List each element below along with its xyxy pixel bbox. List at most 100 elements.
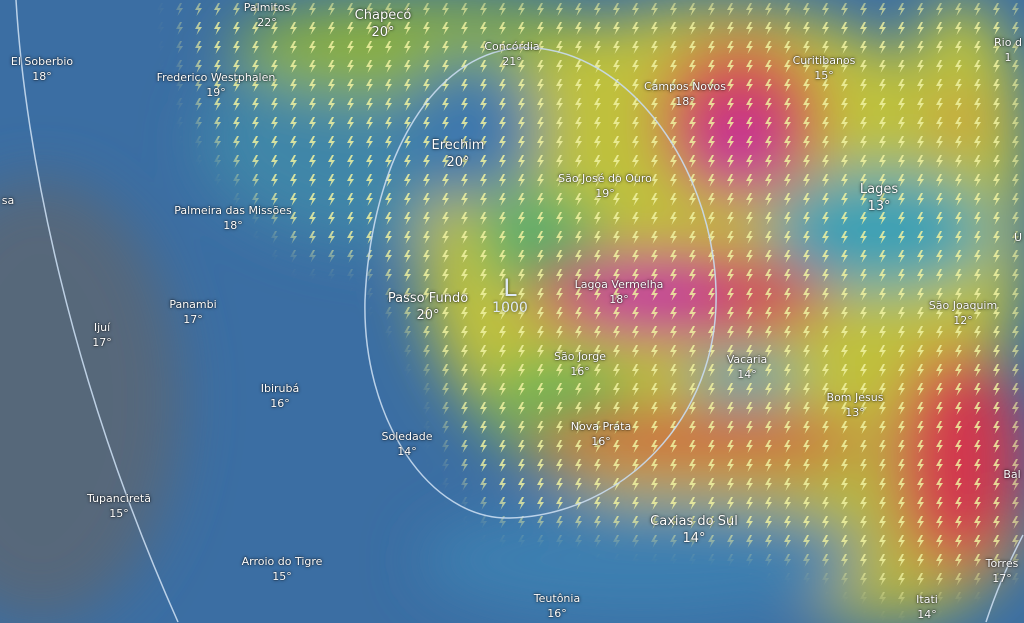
city-label[interactable]: Campos Novos 18°: [644, 79, 726, 109]
city-temp: 16°: [591, 435, 611, 448]
city-temp: 16°: [270, 397, 290, 410]
city-name: Palmitos: [243, 1, 291, 14]
city-label[interactable]: Ibirubá 16°: [261, 381, 300, 411]
city-name: Passo Fundo: [387, 291, 469, 306]
city-temp: 16°: [547, 607, 567, 620]
city-name: Campos Novos: [643, 80, 727, 93]
city-temp: 17°: [183, 313, 203, 326]
city-temp: 20°: [446, 155, 470, 170]
city-name: Itati: [916, 593, 938, 606]
city-temp: 14°: [397, 445, 417, 458]
city-label[interactable]: Rio d 1: [994, 35, 1022, 65]
city-label[interactable]: Caxias do Sul 14°: [650, 513, 738, 547]
city-name: Ibirubá: [260, 382, 300, 395]
city-temp: 1: [1004, 51, 1012, 64]
city-temp: 13°: [867, 199, 891, 214]
city-label[interactable]: Lagoa Vermelha 18°: [575, 277, 664, 307]
city-label[interactable]: Palmeira das Missões 18°: [174, 203, 291, 233]
city-label[interactable]: Teutônia 16°: [534, 591, 580, 621]
city-name: Bal: [1003, 468, 1021, 481]
city-name: São José do Ouro: [558, 172, 652, 185]
city-label[interactable]: Soledade 14°: [381, 429, 432, 459]
city-temp: 14°: [917, 608, 937, 621]
city-temp: 19°: [595, 187, 615, 200]
city-label[interactable]: Torres 17°: [986, 556, 1019, 586]
city-label[interactable]: Passo Fundo 20°: [388, 290, 468, 324]
city-name: Ijuí: [93, 321, 111, 334]
city-temp: 16°: [570, 365, 590, 378]
city-temp: 17°: [992, 572, 1012, 585]
city-label[interactable]: El Soberbio 18°: [11, 54, 73, 84]
city-name: Lages: [859, 182, 899, 197]
city-temp: 18°: [223, 219, 243, 232]
city-label[interactable]: São Joaquim 12°: [929, 298, 997, 328]
city-name: Chapecó: [354, 8, 412, 23]
city-name: sa: [1, 194, 15, 207]
city-temp: 13°: [845, 406, 865, 419]
city-label[interactable]: Bom Jesus 13°: [827, 390, 884, 420]
city-name: Vacaria: [726, 353, 768, 366]
isobar-west: [15, 0, 179, 623]
city-label[interactable]: Palmitos 22°: [244, 0, 290, 30]
city-label[interactable]: Frederico Westphalen 19°: [157, 70, 276, 100]
low-pressure-value: 1000: [492, 300, 528, 316]
city-label[interactable]: Lages 13°: [860, 181, 898, 215]
city-temp: 21°: [502, 55, 522, 68]
city-name: Panambi: [169, 298, 217, 311]
city-label[interactable]: Panambi 17°: [169, 297, 216, 327]
city-label[interactable]: Nova Prata 16°: [571, 419, 631, 449]
city-temp: 18°: [675, 95, 695, 108]
low-pressure-symbol: L: [503, 274, 517, 302]
city-temp: 15°: [272, 570, 292, 583]
city-label[interactable]: Arroio do Tigre 15°: [242, 554, 323, 584]
city-temp: 17°: [92, 336, 112, 349]
isobar-east: [985, 534, 1024, 623]
city-temp: 20°: [371, 25, 395, 40]
city-temp: 18°: [609, 293, 629, 306]
city-label[interactable]: Ijuí 17°: [92, 320, 112, 350]
city-name: Teutônia: [533, 592, 581, 605]
city-label[interactable]: São Jorge 16°: [554, 349, 606, 379]
city-label[interactable]: Concórdia 21°: [484, 39, 539, 69]
low-pressure-marker[interactable]: L 1000: [492, 276, 528, 316]
city-name: São Joaquim: [928, 299, 998, 312]
city-label[interactable]: Erechim 20°: [432, 137, 485, 171]
city-label[interactable]: Tupanciretã 15°: [87, 491, 151, 521]
city-name: Frederico Westphalen: [156, 71, 276, 84]
city-name: São Jorge: [553, 350, 607, 363]
city-temp: 14°: [682, 531, 706, 546]
city-name: Arroio do Tigre: [241, 555, 323, 568]
city-name: Curitibanos: [792, 54, 856, 67]
city-name: Erechim: [431, 138, 485, 153]
city-temp: 14°: [737, 368, 757, 381]
city-name: Caxias do Sul: [650, 514, 738, 529]
city-temp: 18°: [32, 70, 52, 83]
city-label[interactable]: São José do Ouro 19°: [558, 171, 652, 201]
isobars: [15, 0, 1024, 623]
city-temp: 20°: [416, 308, 440, 323]
isobar-low-ring: [364, 46, 717, 519]
city-name: Rio d: [994, 36, 1022, 49]
city-temp: 12°: [953, 314, 973, 327]
city-name: El Soberbio: [10, 55, 74, 68]
city-name: Nova Prata: [570, 420, 632, 433]
city-temp: 15°: [109, 507, 129, 520]
city-label[interactable]: U: [1014, 230, 1022, 245]
city-name: Palmeira das Missões: [174, 204, 292, 217]
city-name: U: [1013, 231, 1023, 244]
city-name: Soledade: [381, 430, 433, 443]
city-name: Concórdia: [484, 40, 540, 53]
city-name: Bom Jesus: [826, 391, 884, 404]
city-temp: 19°: [206, 86, 226, 99]
city-label[interactable]: Vacaria 14°: [727, 352, 768, 382]
city-label[interactable]: Itati 14°: [916, 592, 938, 622]
city-temp: 15°: [814, 69, 834, 82]
city-label[interactable]: sa: [2, 193, 14, 208]
city-name: Torres: [985, 557, 1019, 570]
city-label[interactable]: Bal: [1003, 467, 1020, 482]
city-name: Lagoa Vermelha: [574, 278, 664, 291]
city-label[interactable]: Curitibanos 15°: [793, 53, 856, 83]
city-label[interactable]: Chapecó 20°: [355, 7, 412, 41]
